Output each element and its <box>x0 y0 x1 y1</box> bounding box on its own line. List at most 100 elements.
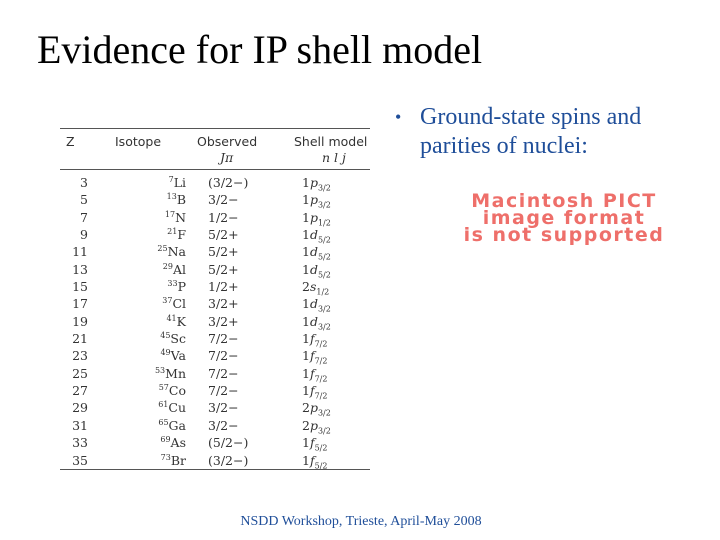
header-shell-model: Shell model <box>294 134 368 149</box>
table-row: 31 65Ga 3/2− 2p3/2 <box>60 417 370 435</box>
shell-j: 1/2 <box>316 287 330 297</box>
cell-z: 9 <box>80 227 88 243</box>
cell-isotope: 69As <box>88 434 186 451</box>
cell-observed: (3/2−) <box>208 452 249 468</box>
cell-z: 35 <box>72 452 88 468</box>
shell-l: f <box>309 331 315 347</box>
header-observed-sub: Jπ <box>220 150 233 165</box>
cell-isotope: 49Va <box>88 347 186 364</box>
isotope-mass-number: 69 <box>160 435 171 445</box>
cell-z: 29 <box>72 400 88 416</box>
cell-shell-model: 1d3/2 <box>288 313 370 332</box>
table-header-rule <box>60 169 370 170</box>
shell-j: 3/2 <box>317 304 331 314</box>
shell-j: 7/2 <box>314 374 328 384</box>
shell-j: 5/2 <box>314 461 328 470</box>
cell-shell-model: 2p3/2 <box>288 417 370 435</box>
shell-l: f <box>309 365 315 381</box>
cell-observed: (5/2−) <box>208 435 249 451</box>
table-row: 13 29Al 5/2+ 1d5/2 <box>60 261 370 279</box>
isotope-element: Li <box>173 175 186 190</box>
table-row: 3 7Li (3/2−) 1p3/2 <box>60 174 370 192</box>
shell-l: d <box>309 227 318 243</box>
cell-observed: 3/2+ <box>208 296 239 312</box>
isotope-mass-number: 13 <box>166 192 177 202</box>
table-row: 23 49Va 7/2− 1f7/2 <box>60 347 370 366</box>
cell-observed: 1/2− <box>208 209 239 225</box>
shell-l: d <box>309 261 318 277</box>
shell-n: 1 <box>302 383 310 399</box>
cell-isotope: 17N <box>88 209 186 226</box>
isotope-element: Va <box>170 348 186 364</box>
shell-l: p <box>309 209 318 225</box>
table-row: 11 25Na 5/2+ 1d5/2 <box>60 243 370 261</box>
bullet-text: Ground-state spins and parities of nucle… <box>420 103 700 161</box>
table-row: 15 33P 1/2+ 2s1/2 <box>60 278 370 297</box>
shell-l: p <box>309 400 318 416</box>
cell-shell-model: 1d5/2 <box>288 226 370 244</box>
cell-isotope: 21F <box>88 226 186 243</box>
isotope-mass-number: 29 <box>162 261 173 271</box>
shell-l: p <box>309 417 318 433</box>
isotope-element: Cl <box>172 296 186 312</box>
cell-isotope: 45Sc <box>88 330 186 347</box>
shell-j: 3/2 <box>317 322 331 332</box>
cell-isotope: 57Co <box>88 382 186 399</box>
cell-observed: 3/2− <box>208 192 239 208</box>
shell-j: 7/2 <box>314 356 328 366</box>
shell-n: 1 <box>302 365 310 381</box>
cell-observed: (3/2−) <box>208 175 249 190</box>
shell-l: f <box>309 435 315 451</box>
table-row: 7 17N 1/2− 1p1/2 <box>60 209 370 227</box>
cell-isotope: 73Br <box>88 452 186 469</box>
isotope-mass-number: 49 <box>160 348 171 358</box>
pict-line-3: is not supported <box>463 224 665 246</box>
isotope-mass-number: 33 <box>167 279 178 289</box>
shell-l: f <box>309 452 315 468</box>
cell-z: 11 <box>72 244 88 260</box>
shell-l: p <box>309 175 318 190</box>
cell-z: 5 <box>80 192 88 208</box>
cell-observed: 7/2− <box>208 383 239 399</box>
cell-isotope: 29Al <box>88 261 186 278</box>
shell-n: 2 <box>302 279 310 295</box>
cell-z: 33 <box>72 435 88 451</box>
header-observed: Observed <box>197 134 258 149</box>
isotope-element: Na <box>167 244 186 260</box>
shell-l: d <box>309 296 318 312</box>
isotope-element: N <box>175 209 186 225</box>
isotope-mass-number: 53 <box>154 365 166 375</box>
table-body: 3 7Li (3/2−) 1p3/2 5 13B 3/2− 1p3/2 7 17N 1/2− 1p1/… <box>60 174 370 470</box>
isotope-element: F <box>177 227 186 243</box>
cell-observed: 5/2+ <box>208 261 239 277</box>
cell-isotope: 37Cl <box>88 295 186 312</box>
bullet-line-1: Ground-state spins and <box>420 104 642 130</box>
shell-n: 1 <box>302 435 310 451</box>
table-row: 21 45Sc 7/2− 1f7/2 <box>60 330 370 348</box>
cell-isotope: 65Ga <box>88 417 186 434</box>
cell-z: 25 <box>72 365 88 381</box>
cell-z: 21 <box>72 331 88 347</box>
cell-z: 13 <box>72 261 88 277</box>
cell-shell-model: 2p3/2 <box>288 399 370 417</box>
shell-n: 1 <box>302 175 310 190</box>
shell-n: 1 <box>302 296 310 312</box>
cell-observed: 3/2+ <box>208 313 239 329</box>
isotope-element: Mn <box>165 365 186 381</box>
isotope-mass-number: 25 <box>157 244 168 254</box>
shell-l: d <box>309 313 318 329</box>
shell-l: d <box>309 244 318 260</box>
cell-z: 23 <box>72 348 88 364</box>
cell-shell-model: 1p3/2 <box>288 174 370 192</box>
shell-l: p <box>309 192 318 208</box>
shell-n: 1 <box>302 261 310 277</box>
cell-observed: 3/2− <box>208 400 239 416</box>
cell-observed: 1/2+ <box>208 279 239 295</box>
cell-isotope: 33P <box>88 278 186 295</box>
header-observed-sub-text: Jπ <box>220 150 234 165</box>
shell-n: 1 <box>302 331 310 347</box>
cell-shell-model: 1f5/2 <box>288 452 370 470</box>
cell-shell-model: 1d5/2 <box>288 243 370 261</box>
isotope-mass-number: 57 <box>158 383 169 393</box>
shell-l: s <box>309 279 317 295</box>
